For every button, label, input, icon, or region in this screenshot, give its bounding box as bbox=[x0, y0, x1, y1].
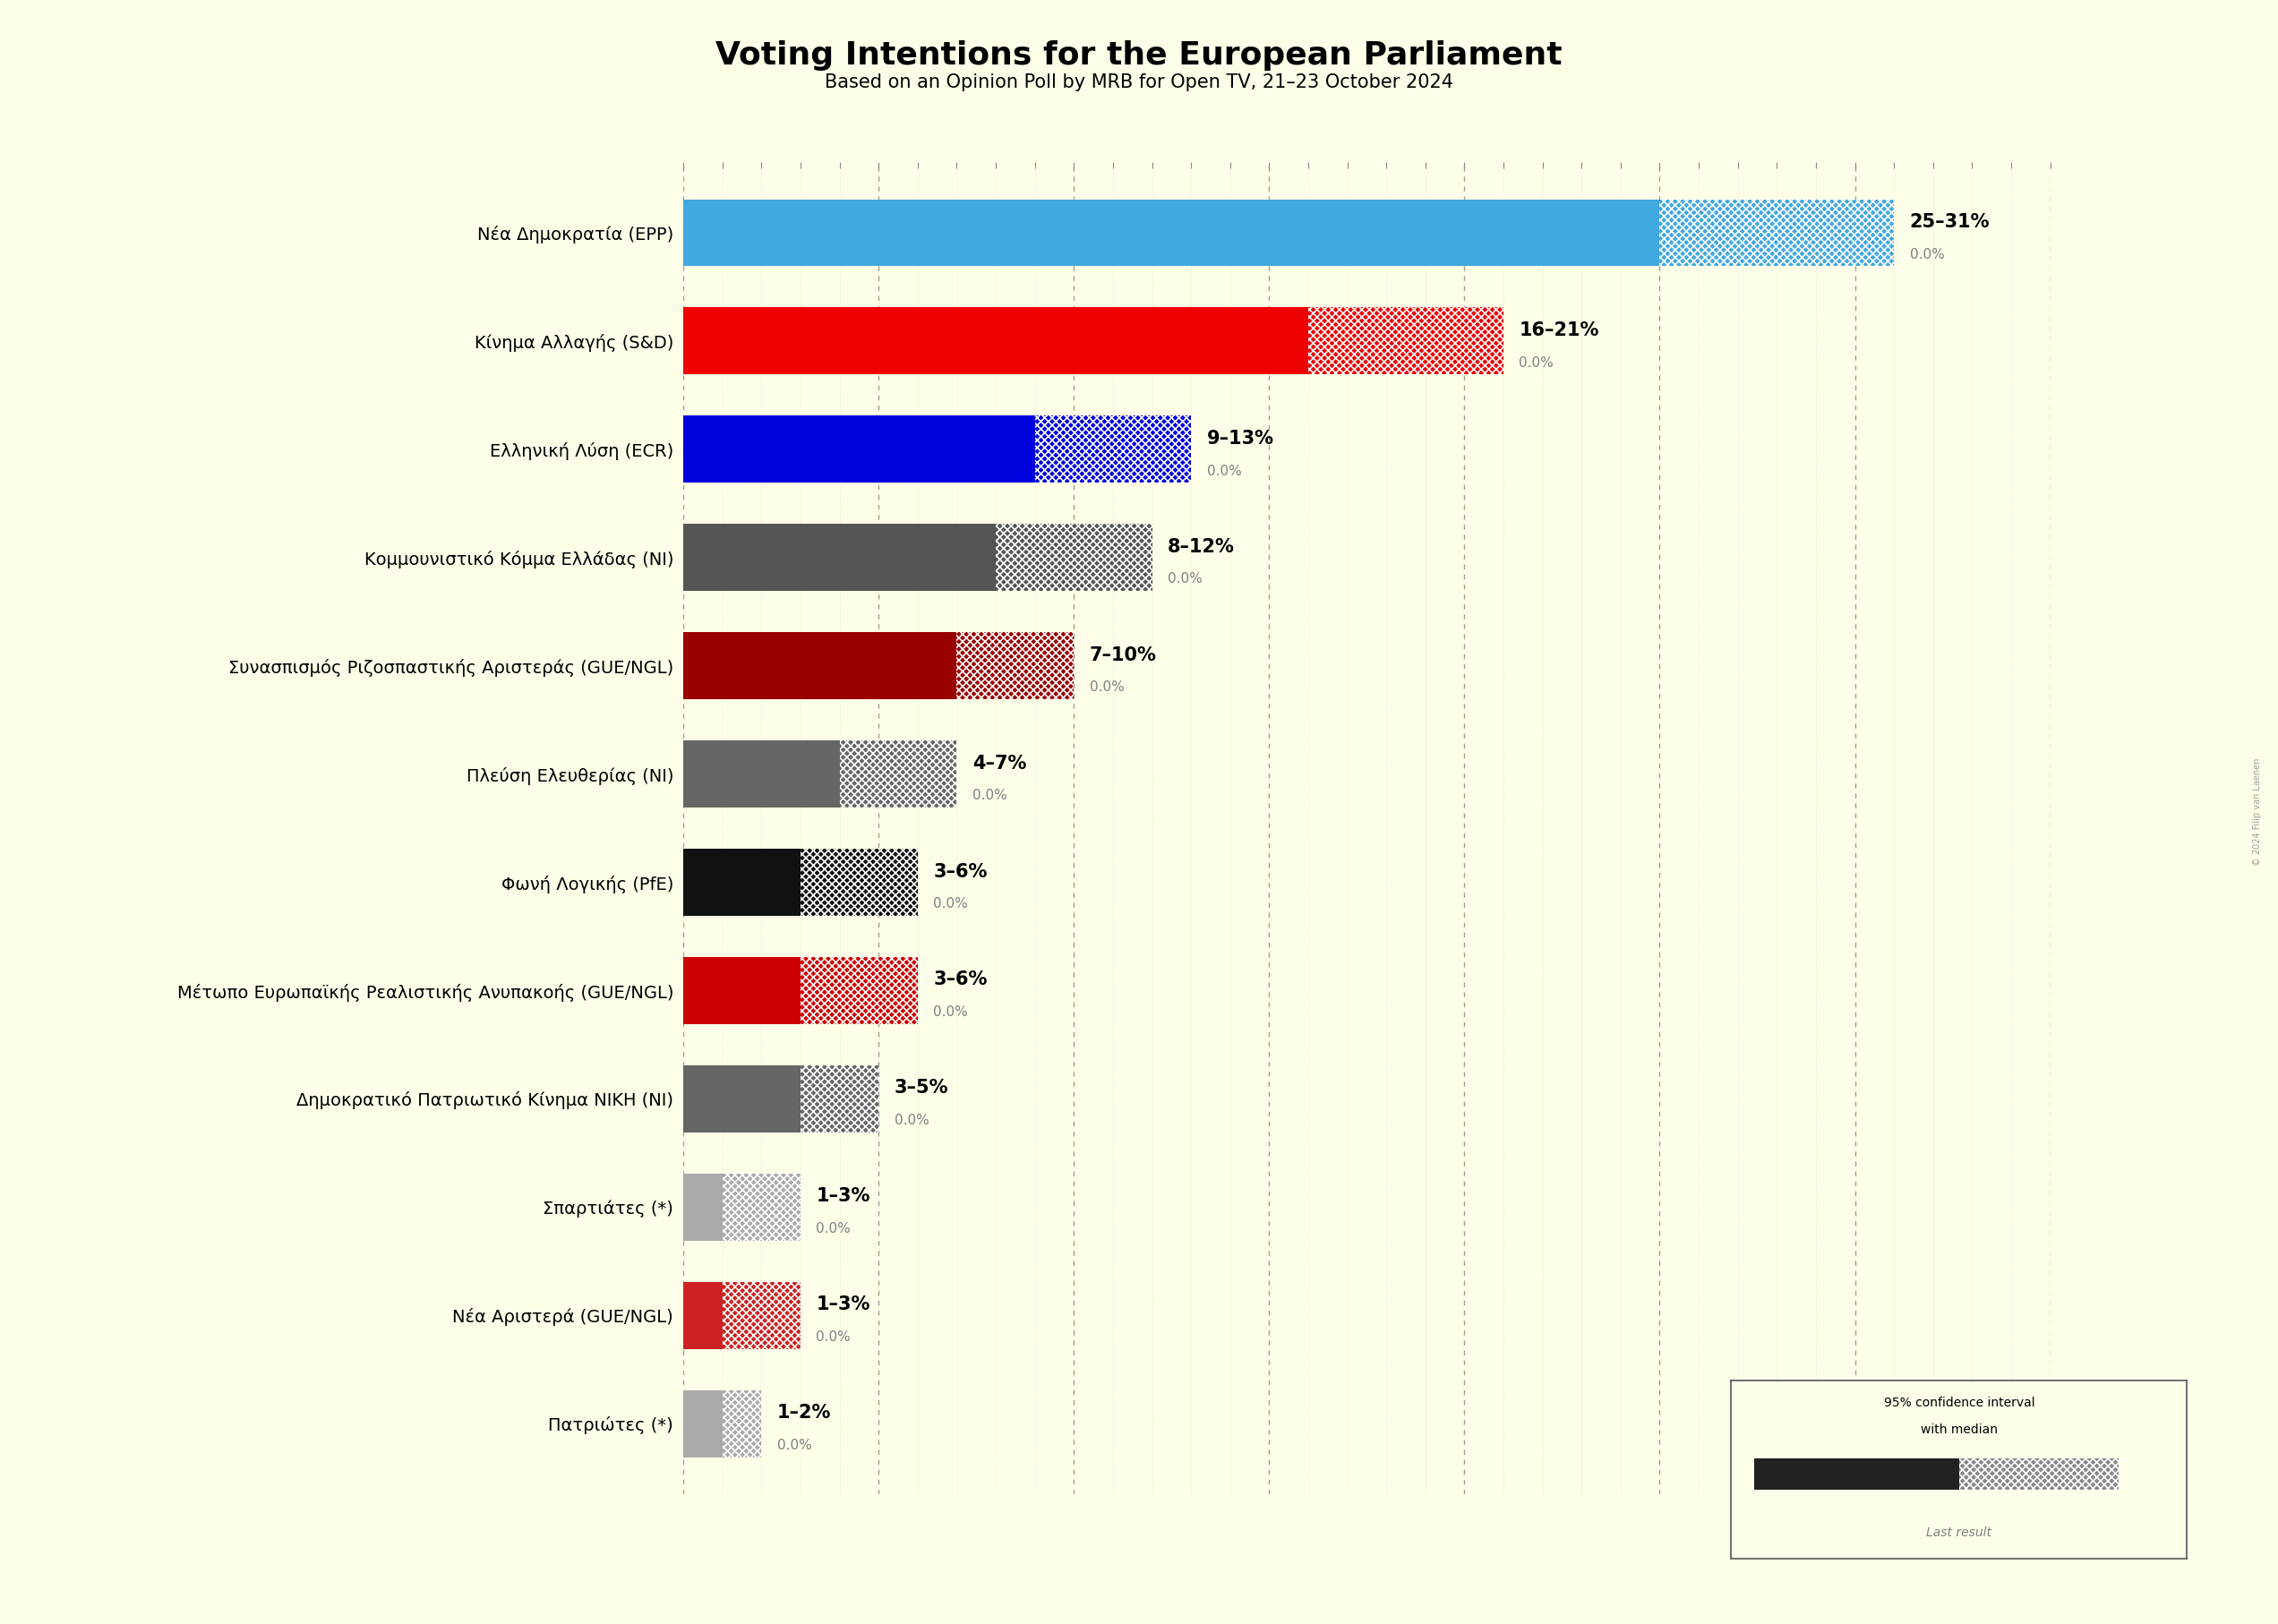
Text: Based on an Opinion Poll by MRB for Open TV, 21–23 October 2024: Based on an Opinion Poll by MRB for Open… bbox=[825, 73, 1453, 91]
Text: 0.0%: 0.0% bbox=[895, 1114, 929, 1127]
Text: 95% confidence interval: 95% confidence interval bbox=[1884, 1397, 2034, 1410]
Text: 1–2%: 1–2% bbox=[777, 1403, 831, 1423]
Text: 0.0%: 0.0% bbox=[934, 898, 968, 911]
Text: 0.0%: 0.0% bbox=[1089, 680, 1125, 693]
Text: 3–6%: 3–6% bbox=[934, 862, 986, 880]
Bar bbox=[957, 632, 1073, 700]
Text: Voting Intentions for the European Parliament: Voting Intentions for the European Parli… bbox=[715, 41, 1563, 71]
Bar bbox=[722, 1174, 800, 1241]
Text: 0.0%: 0.0% bbox=[1207, 464, 1242, 477]
Text: 16–21%: 16–21% bbox=[1519, 322, 1599, 339]
Bar bbox=[683, 849, 800, 916]
Text: 3–5%: 3–5% bbox=[895, 1078, 948, 1098]
Bar bbox=[841, 741, 957, 807]
Text: with median: with median bbox=[1920, 1423, 1998, 1436]
Bar bbox=[683, 307, 1308, 375]
Bar bbox=[800, 1065, 879, 1132]
Bar bbox=[683, 525, 995, 591]
Text: 1–3%: 1–3% bbox=[816, 1296, 870, 1314]
Text: Last result: Last result bbox=[1927, 1527, 1991, 1538]
Bar bbox=[683, 1281, 722, 1350]
Text: 8–12%: 8–12% bbox=[1169, 538, 1235, 555]
Text: 0.0%: 0.0% bbox=[973, 789, 1007, 802]
Text: 1–3%: 1–3% bbox=[816, 1187, 870, 1205]
Bar bbox=[1034, 416, 1191, 482]
Text: 3–6%: 3–6% bbox=[934, 971, 986, 989]
Text: 4–7%: 4–7% bbox=[973, 754, 1027, 773]
Text: 0.0%: 0.0% bbox=[1169, 573, 1203, 586]
Text: 0.0%: 0.0% bbox=[934, 1005, 968, 1018]
Text: 9–13%: 9–13% bbox=[1207, 429, 1273, 448]
Bar bbox=[683, 416, 1034, 482]
Text: 0.0%: 0.0% bbox=[777, 1439, 811, 1452]
Bar bbox=[722, 1390, 761, 1457]
Bar bbox=[683, 1065, 800, 1132]
Bar bbox=[800, 957, 918, 1025]
Bar bbox=[1308, 307, 1503, 375]
Bar bbox=[800, 849, 918, 916]
Bar bbox=[1661, 200, 1893, 266]
Bar bbox=[1754, 1458, 1959, 1489]
Bar bbox=[683, 1174, 722, 1241]
Text: 0.0%: 0.0% bbox=[1519, 356, 1554, 369]
Text: 0.0%: 0.0% bbox=[816, 1330, 852, 1343]
Text: 0.0%: 0.0% bbox=[816, 1223, 852, 1236]
Bar bbox=[722, 1281, 800, 1350]
Bar bbox=[683, 741, 841, 807]
Text: © 2024 Filip van Laenen: © 2024 Filip van Laenen bbox=[2253, 758, 2262, 866]
Text: 0.0%: 0.0% bbox=[1909, 248, 1945, 261]
Text: 25–31%: 25–31% bbox=[1909, 213, 1989, 231]
Bar bbox=[683, 1390, 722, 1457]
Bar bbox=[683, 200, 1661, 266]
Bar bbox=[683, 632, 957, 700]
Text: 7–10%: 7–10% bbox=[1089, 646, 1157, 664]
Bar bbox=[683, 957, 800, 1025]
Bar bbox=[995, 525, 1153, 591]
Bar bbox=[1959, 1458, 2119, 1489]
